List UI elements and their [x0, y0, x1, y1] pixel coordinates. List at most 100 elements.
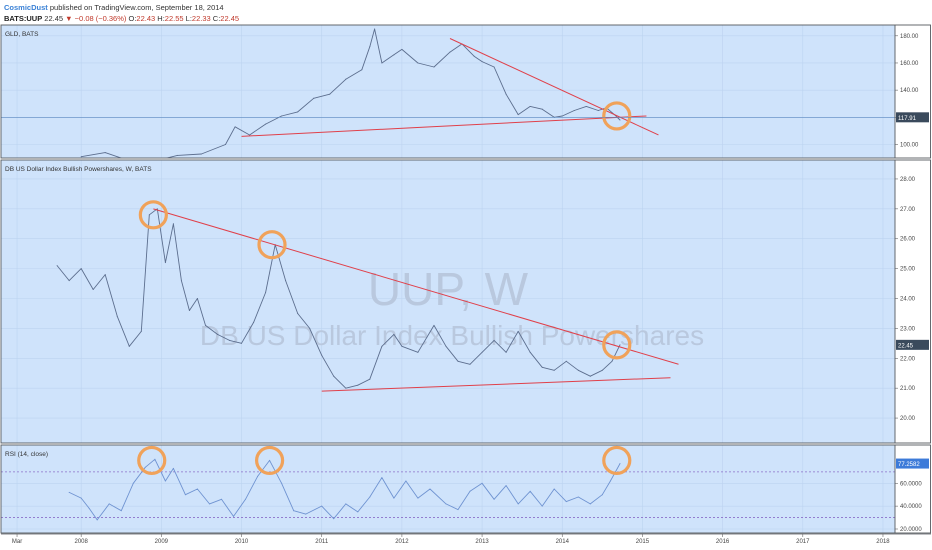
trendline[interactable]	[153, 208, 679, 365]
data-point	[140, 330, 142, 332]
data-point	[234, 126, 236, 128]
y-tick-label: 60.0000	[900, 481, 922, 487]
trendline[interactable]	[241, 115, 647, 137]
publish-line: CosmicDust published on TradingView.com,…	[4, 2, 239, 13]
data-point	[561, 115, 563, 117]
last-value-badge	[896, 112, 929, 123]
y-tick-label: 24.00	[900, 297, 916, 303]
data-point	[132, 482, 134, 484]
data-point	[417, 351, 419, 353]
data-point	[172, 223, 174, 225]
pane-title: DB US Dollar Index Bullish Powershares, …	[5, 166, 152, 173]
highlight-circle[interactable]	[602, 101, 632, 131]
data-point	[433, 324, 435, 326]
data-point	[297, 312, 299, 314]
price-axis-background	[895, 160, 931, 443]
open-label: O:	[128, 14, 137, 23]
pane-uup[interactable]: UUP, W DB US Dollar Index Bullish Powersh…	[0, 159, 931, 444]
data-point	[457, 509, 459, 511]
price-axis[interactable]: 20.0000 40.0000 60.0000 77.2582	[895, 445, 931, 533]
y-tick-label: 20.00	[900, 416, 916, 422]
data-point	[80, 497, 82, 499]
data-point	[457, 360, 459, 362]
pane-background	[1, 445, 895, 533]
highlight-circle[interactable]	[602, 445, 632, 476]
data-point	[565, 501, 567, 503]
highlight-circle[interactable]	[255, 445, 285, 476]
data-point	[573, 110, 575, 112]
data-point	[589, 503, 591, 505]
data-point	[116, 315, 118, 317]
data-point	[249, 134, 251, 136]
data-point	[369, 46, 371, 48]
pane-rsi[interactable]: RSI (14, close) 20.0000 40.0000 60.0000 77.2…	[0, 444, 931, 534]
data-point	[265, 123, 267, 125]
data-point	[333, 375, 335, 377]
x-tick-label: 2016	[716, 539, 730, 545]
y-tick-label: 22.00	[900, 356, 916, 362]
watermark-name: DB US Dollar Index Bullish Powershares	[200, 320, 704, 351]
data-point	[269, 459, 271, 461]
chart-header: CosmicDust published on TradingView.com,…	[4, 2, 239, 24]
trendline[interactable]	[449, 38, 659, 136]
data-point	[297, 111, 299, 113]
data-point	[281, 482, 283, 484]
data-point	[80, 268, 82, 270]
x-tick-label: Mar	[12, 539, 22, 545]
data-point	[393, 333, 395, 335]
y-tick-label: 21.00	[900, 386, 916, 392]
symbol-label[interactable]: BATS:UUP	[4, 14, 43, 23]
data-point	[601, 494, 603, 496]
data-point	[445, 503, 447, 505]
price-axis[interactable]: 20.00 21.00 22.00 23.00 24.00 25.00 26.00 27.00…	[895, 160, 931, 443]
data-point	[577, 496, 579, 498]
time-axis-background	[1, 534, 931, 549]
data-point	[393, 54, 395, 56]
pane-plot-area	[1, 445, 895, 533]
low-label: L:	[185, 14, 192, 23]
data-point	[529, 351, 531, 353]
highlight-circle[interactable]	[138, 200, 168, 230]
last-value-label: 77.2582	[898, 462, 920, 468]
data-point	[241, 342, 243, 344]
pane-plot-area	[1, 25, 895, 158]
pane-background	[1, 160, 895, 443]
data-point	[609, 480, 611, 482]
last-value-label: 22.45	[898, 343, 914, 349]
trendline[interactable]	[321, 377, 671, 392]
data-point	[493, 339, 495, 341]
data-point	[481, 482, 483, 484]
data-point	[253, 321, 255, 323]
pane-gld[interactable]: GLD, BATS100.00120.00140.00160.00180.001…	[0, 24, 931, 165]
close-label: C:	[212, 14, 221, 23]
data-point	[517, 114, 519, 116]
data-point	[229, 339, 231, 341]
data-point	[220, 498, 222, 500]
data-point	[589, 375, 591, 377]
data-point	[393, 497, 395, 499]
data-point	[493, 498, 495, 500]
highlight-circle[interactable]	[137, 445, 167, 476]
low-value: 22.33	[191, 14, 211, 23]
last-price: 22.45	[44, 14, 64, 23]
pane-border	[0, 24, 931, 159]
y-tick-label: 25.00	[900, 267, 916, 273]
data-point	[172, 467, 174, 469]
data-point	[445, 345, 447, 347]
x-tick-label: 2011	[315, 539, 329, 545]
time-axis[interactable]: Mar 2008 2009 2010 2011 2012 2013 2014 2015 2016 2…	[1, 533, 931, 549]
author-link[interactable]: CosmicDust	[4, 3, 48, 12]
last-value-badge	[896, 458, 929, 469]
highlight-circle[interactable]	[257, 230, 287, 260]
data-point	[204, 324, 206, 326]
data-point	[104, 274, 106, 276]
data-point	[333, 518, 335, 520]
data-point	[345, 503, 347, 505]
data-point	[357, 384, 359, 386]
data-point	[553, 488, 555, 490]
series-line-rsi[interactable]	[69, 458, 621, 521]
highlight-circle[interactable]	[602, 330, 632, 360]
data-point	[429, 488, 431, 490]
